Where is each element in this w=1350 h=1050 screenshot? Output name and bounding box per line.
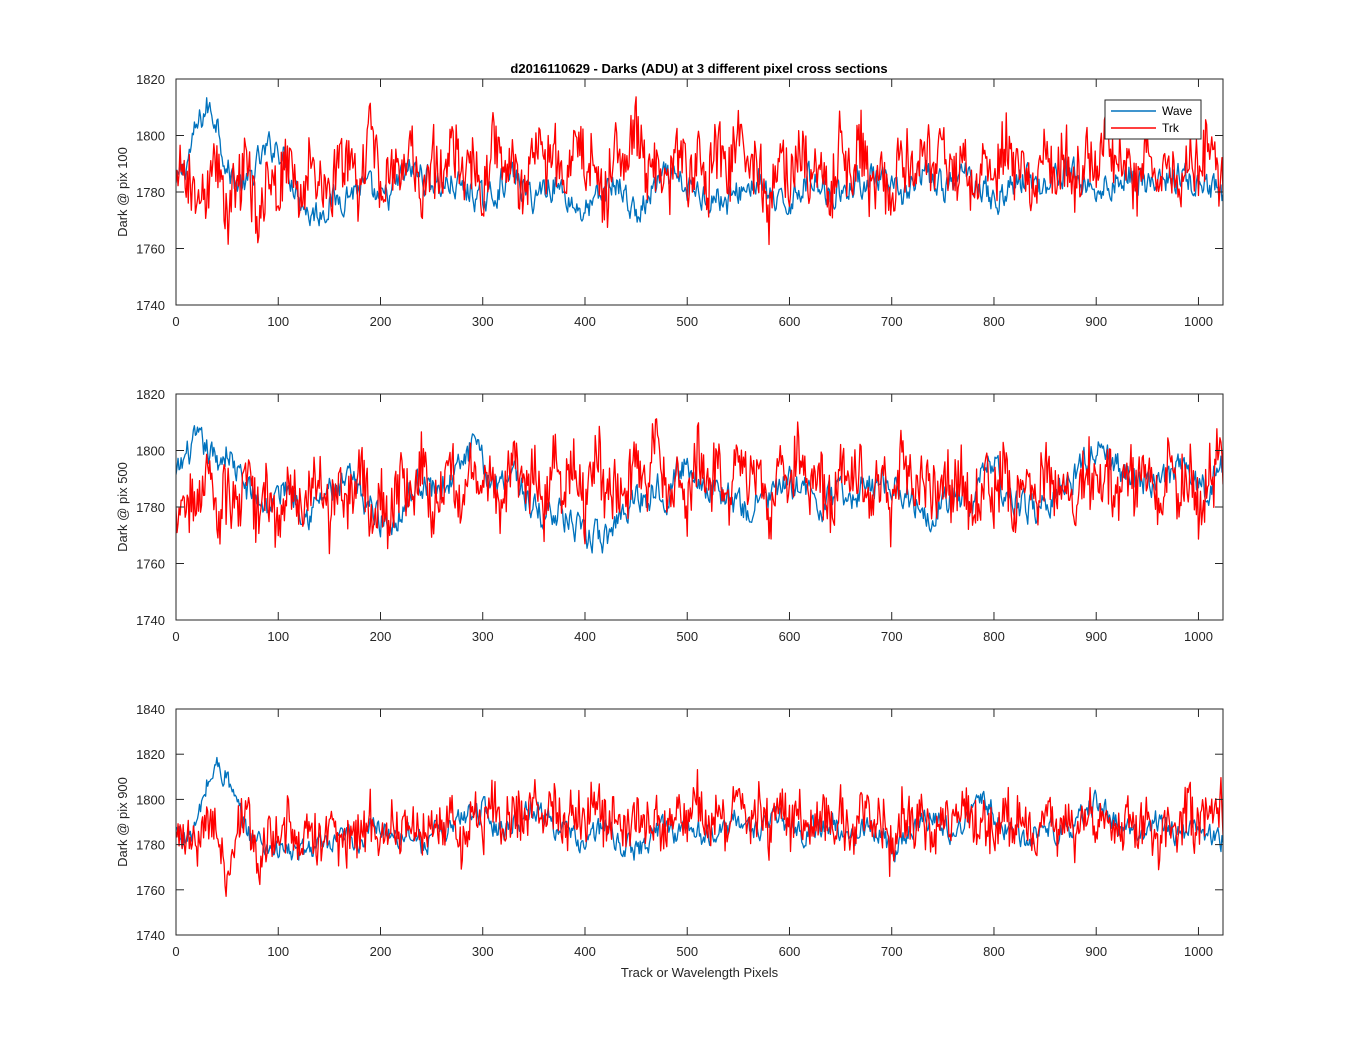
y-tick-label: 1760 <box>136 242 165 257</box>
x-tick-label: 100 <box>267 629 289 644</box>
y-tick-label: 1740 <box>136 928 165 943</box>
x-tick-label: 400 <box>574 314 596 329</box>
x-tick-label: 200 <box>370 944 392 959</box>
y-axis-label: Dark @ pix 900 <box>115 777 130 867</box>
y-tick-label: 1740 <box>136 298 165 313</box>
x-tick-label: 700 <box>881 314 903 329</box>
figure-title: d2016110629 - Darks (ADU) at 3 different… <box>510 61 887 76</box>
x-tick-label: 700 <box>881 629 903 644</box>
legend-label-wave: Wave <box>1162 104 1193 118</box>
axes-frame <box>175 708 1224 936</box>
y-tick-label: 1820 <box>136 747 165 762</box>
series-line-wave <box>176 425 1223 554</box>
x-tick-label: 500 <box>676 629 698 644</box>
x-tick-label: 200 <box>370 629 392 644</box>
legend-box <box>1104 99 1202 140</box>
x-tick-label: 1000 <box>1184 314 1213 329</box>
y-tick-label: 1740 <box>136 613 165 628</box>
y-tick-label: 1760 <box>136 557 165 572</box>
y-tick-label: 1840 <box>136 702 165 717</box>
x-tick-label: 900 <box>1085 944 1107 959</box>
y-tick-label: 1780 <box>136 500 165 515</box>
x-tick-label: 1000 <box>1184 944 1213 959</box>
y-tick-label: 1780 <box>136 185 165 200</box>
series-line-trk <box>176 418 1223 555</box>
legend-label-trk: Trk <box>1162 121 1180 135</box>
x-tick-label: 900 <box>1085 629 1107 644</box>
x-tick-label: 600 <box>779 314 801 329</box>
subplot-3: 0 100 200 300 400 500 600 700 800 900 1000 1740 1760… <box>115 702 1224 980</box>
y-tick-label: 1800 <box>136 129 165 144</box>
x-tick-label: 600 <box>779 629 801 644</box>
subplot-1: 0 100 200 300 400 500 600 700 800 900 1000 1740 1760… <box>115 72 1224 329</box>
x-tick-label: 700 <box>881 944 903 959</box>
series-line-trk <box>176 769 1223 897</box>
y-tick-label: 1800 <box>136 444 165 459</box>
x-tick-label: 0 <box>172 629 179 644</box>
x-axis-label: Track or Wavelength Pixels <box>621 965 779 980</box>
series-group <box>176 418 1223 555</box>
axes-background <box>176 394 1223 620</box>
x-tick-label: 0 <box>172 314 179 329</box>
y-tick-label: 1820 <box>136 387 165 402</box>
y-tick-label: 1800 <box>136 792 165 807</box>
series-group <box>176 96 1223 246</box>
x-tick-label: 200 <box>370 314 392 329</box>
axes-background <box>176 709 1223 935</box>
y-axis-label: Dark @ pix 500 <box>115 462 130 552</box>
x-tick-label: 800 <box>983 314 1005 329</box>
x-tick-label: 400 <box>574 944 596 959</box>
y-tick-label: 1820 <box>136 72 165 87</box>
series-line-wave <box>176 97 1223 227</box>
x-tick-label: 500 <box>676 314 698 329</box>
x-tick-label: 600 <box>779 944 801 959</box>
x-tick-label: 100 <box>267 944 289 959</box>
x-tick-label: 0 <box>172 944 179 959</box>
subplots: 0 100 200 300 400 500 600 700 800 900 100017401760… <box>115 72 1224 980</box>
x-tick-label: 300 <box>472 629 494 644</box>
x-tick-label: 800 <box>983 944 1005 959</box>
x-tick-label: 1000 <box>1184 629 1213 644</box>
y-tick-label: 1780 <box>136 838 165 853</box>
x-tick-label: 900 <box>1085 314 1107 329</box>
y-tick-label: 1760 <box>136 883 165 898</box>
series-line-trk <box>176 96 1223 246</box>
y-axis-label: Dark @ pix 100 <box>115 147 130 237</box>
x-tick-label: 300 <box>472 944 494 959</box>
x-tick-label: 500 <box>676 944 698 959</box>
legend: Wave Trk <box>1104 99 1202 140</box>
subplot-2: 0 100 200 300 400 500 600 700 800 900 1000 1740 1760… <box>115 387 1224 644</box>
x-tick-label: 100 <box>267 314 289 329</box>
x-tick-label: 400 <box>574 629 596 644</box>
series-group <box>176 756 1223 897</box>
x-tick-label: 800 <box>983 629 1005 644</box>
x-tick-label: 300 <box>472 314 494 329</box>
